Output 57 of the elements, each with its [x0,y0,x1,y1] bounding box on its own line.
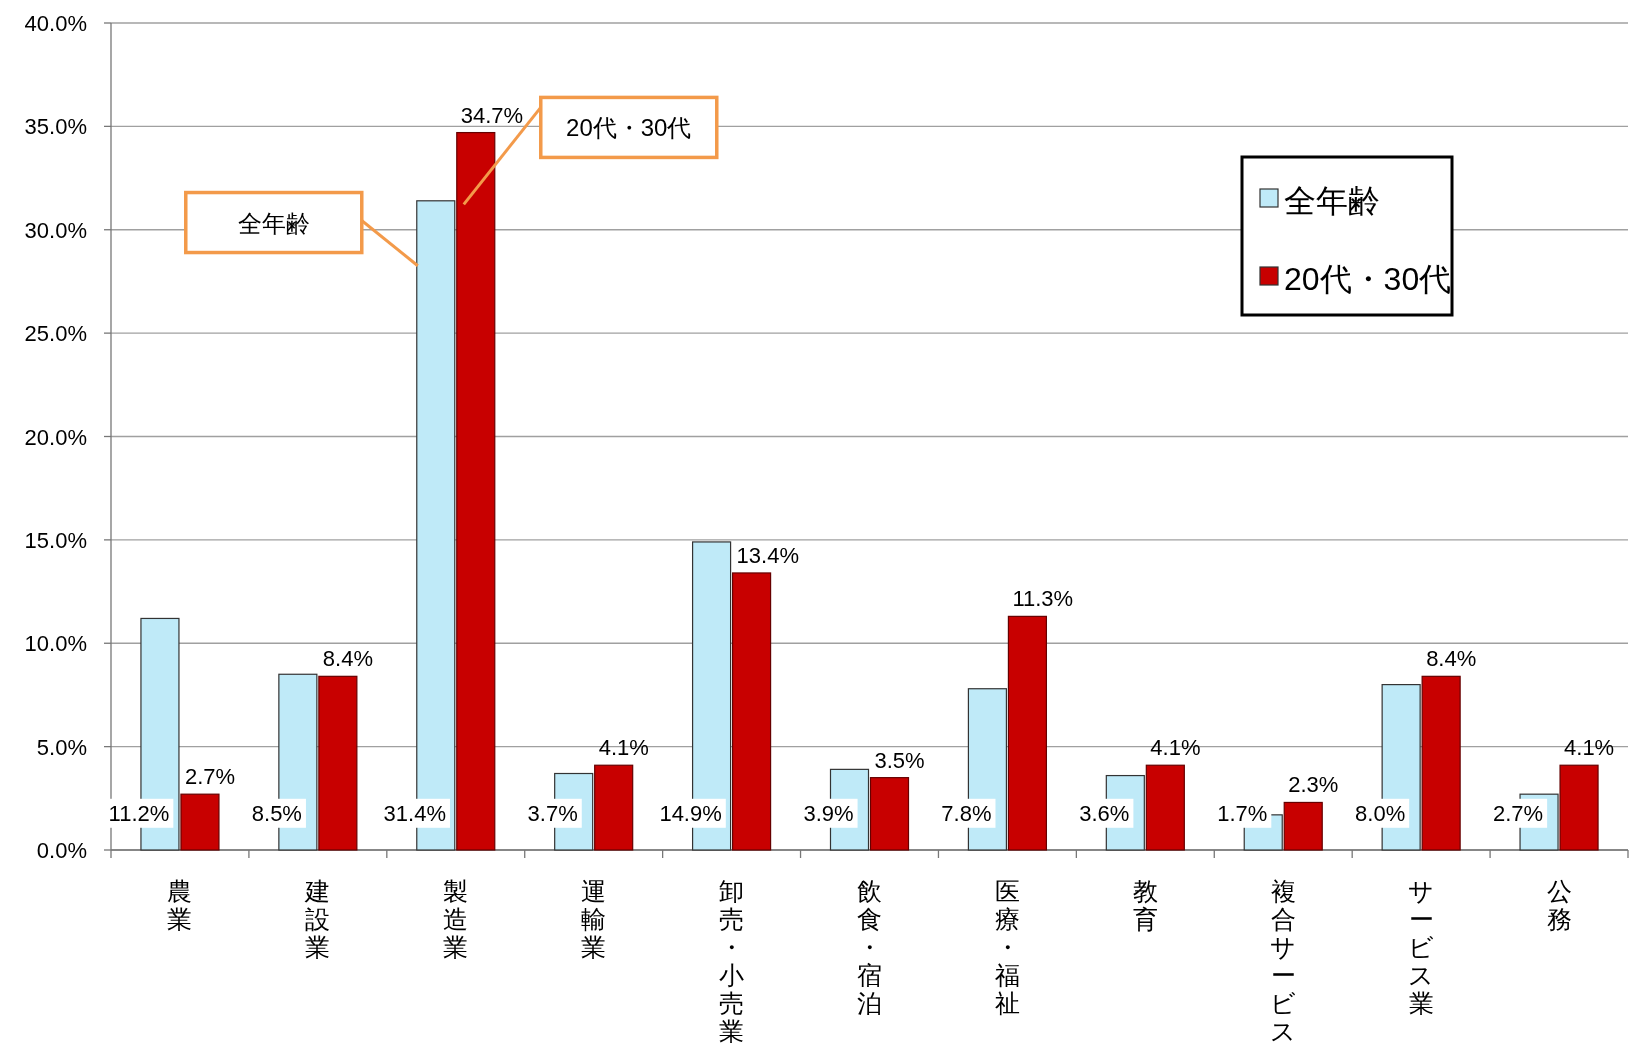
bar [180,793,220,851]
data-label: 2.3% [1288,772,1339,798]
data-label: 13.4% [736,542,799,568]
bar [594,764,634,851]
y-tick-label: 0.0% [36,838,87,863]
data-label: 11.2% [108,800,170,826]
x-tick-label: 建設業 [304,877,331,961]
bar [731,572,772,851]
data-label: 3.6% [1079,800,1130,826]
y-tick-label: 5.0% [36,734,87,760]
data-label: 8.0% [1355,800,1406,826]
data-label: 14.9% [659,800,722,826]
data-label: 4.1% [1564,735,1615,761]
y-tick-label: 30.0% [24,217,87,243]
annotation: 20代・30代 [566,114,692,142]
bar [318,675,358,851]
y-tick-label: 10.0% [24,631,87,657]
bar [1559,764,1599,851]
bar [1421,675,1461,851]
data-label: 7.8% [941,800,992,826]
legend-label: 全年齢 [1284,183,1380,219]
bar [456,131,496,851]
x-tick-label: 運輸業 [581,877,607,961]
y-tick-label: 25.0% [24,321,87,347]
data-label: 11.3% [1012,586,1074,612]
legend-label: 20代・30代 [1284,261,1452,297]
x-tick-label: 飲食・宿泊 [857,877,882,1017]
y-tick-label: 40.0% [24,11,87,36]
x-tick-label: 公務 [1546,877,1572,933]
data-label: 31.4% [383,800,446,826]
data-label: 8.5% [251,800,302,826]
data-label: 3.7% [527,800,578,826]
bar [869,777,910,851]
x-tick-label: 教育 [1132,877,1158,933]
bar [1283,801,1323,851]
data-label: 3.9% [803,800,854,826]
data-label: 3.5% [874,747,925,773]
x-tick-label: サービス業 [1408,877,1435,1017]
annotation: 全年齢 [237,209,310,237]
y-tick-label: 20.0% [24,424,87,450]
x-tick-label: 製造業 [443,877,469,961]
data-label: 8.4% [322,646,374,672]
x-tick-label: 医療・福祉 [994,877,1020,1017]
data-label: 2.7% [184,764,236,790]
bar [1007,615,1048,851]
data-label: 34.7% [460,102,524,128]
data-label: 2.7% [1492,800,1544,826]
y-tick-label: 35.0% [24,114,87,140]
y-tick-label: 15.0% [24,527,87,553]
data-label: 8.4% [1426,646,1477,672]
data-label: 4.1% [598,735,649,761]
x-tick-label: 農業 [167,877,193,933]
data-label: 4.1% [1150,735,1201,761]
bar [1145,764,1185,851]
data-label: 1.7% [1217,800,1268,826]
x-tick-label: 卸売・小売業 [719,877,745,1045]
x-tick-label: 複合サービス [1270,877,1297,1045]
